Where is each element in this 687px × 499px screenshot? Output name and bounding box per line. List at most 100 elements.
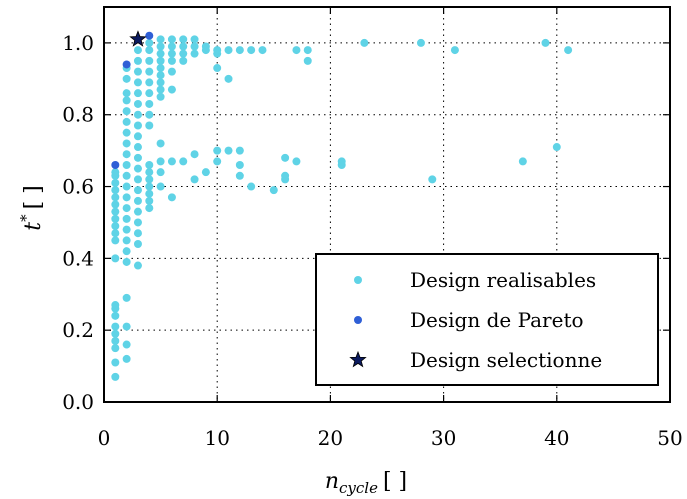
svg-text:ncycle[ ]: ncycle [ ] [325, 469, 407, 497]
realisable-design-point [156, 182, 165, 191]
realisable-design-point [281, 171, 290, 180]
realisable-design-point [201, 42, 210, 51]
x-tick-label: 20 [318, 426, 343, 450]
x-tick-label: 10 [204, 426, 229, 450]
realisable-design-point [156, 64, 165, 73]
realisable-design-point [145, 110, 154, 119]
realisable-design-point [133, 218, 142, 227]
pareto-design-point [111, 161, 120, 169]
realisable-design-point [145, 89, 154, 98]
realisable-design-point [145, 175, 154, 184]
realisable-design-point [111, 344, 120, 353]
plot-frame [103, 6, 671, 403]
realisable-design-point [145, 78, 154, 87]
data-points [111, 30, 573, 381]
realisable-design-point [133, 153, 142, 162]
realisable-design-point [156, 71, 165, 80]
realisable-design-point [122, 161, 131, 169]
legend-marker-pareto [354, 316, 362, 324]
realisable-design-point [133, 229, 142, 238]
realisable-design-point [247, 182, 256, 191]
realisable-design-point [111, 168, 120, 177]
realisable-design-point [416, 38, 425, 47]
pareto-design-point [145, 31, 154, 40]
realisable-design-point [281, 153, 290, 162]
realisable-design-point [258, 46, 267, 55]
realisable-design-point [179, 35, 188, 44]
realisable-design-point [111, 222, 120, 231]
realisable-design-point [235, 146, 244, 155]
realisable-design-point [122, 193, 131, 202]
realisable-design-point [156, 85, 165, 94]
realisable-design-point [111, 200, 120, 209]
realisable-design-point [122, 204, 131, 213]
realisable-design-point [337, 157, 346, 166]
x-axis-label: ncycle [ ] [325, 469, 407, 497]
realisable-design-point [122, 117, 131, 126]
realisable-design-point [145, 46, 154, 55]
realisable-design-point [145, 38, 154, 47]
y-tick-label: 0.2 [62, 318, 94, 342]
realisable-design-point [303, 46, 312, 55]
realisable-design-point [190, 49, 199, 58]
realisable-design-point [167, 85, 176, 94]
realisable-design-point [111, 322, 120, 331]
realisable-design-point [450, 46, 459, 55]
realisable-design-point [133, 99, 142, 108]
realisable-design-point [156, 92, 165, 101]
realisable-design-point [179, 157, 188, 166]
realisable-design-point [190, 42, 199, 51]
realisable-design-point [156, 35, 165, 44]
realisable-design-point [122, 340, 131, 349]
realisable-design-point [122, 89, 131, 98]
realisable-design-point [111, 358, 120, 367]
realisable-design-point [179, 42, 188, 51]
realisable-design-point [167, 42, 176, 51]
realisable-design-point [167, 35, 176, 44]
x-axis-label-main: n [325, 469, 339, 494]
realisable-design-point [145, 196, 154, 205]
realisable-design-point [145, 99, 154, 108]
x-axis-label-sub: cycle [339, 479, 378, 497]
realisable-design-point [541, 38, 550, 47]
x-tick-label: 0 [98, 426, 111, 450]
x-tick-label: 40 [544, 426, 569, 450]
realisable-design-point [122, 293, 131, 302]
realisable-design-point [133, 46, 142, 55]
realisable-design-point [156, 157, 165, 166]
realisable-design-point [145, 182, 154, 191]
realisable-design-point [235, 46, 244, 55]
realisable-design-point [269, 186, 278, 195]
legend-label-selected: Design selectionne [410, 348, 602, 372]
realisable-design-point [145, 204, 154, 213]
realisable-design-point [122, 139, 131, 148]
realisable-design-point [122, 247, 131, 256]
realisable-design-point [145, 168, 154, 177]
realisable-design-point [145, 121, 154, 130]
realisable-design-point [167, 193, 176, 202]
realisable-design-point [156, 168, 165, 177]
realisable-design-point [111, 254, 120, 263]
legend: Design realisables Design de Pareto Desi… [315, 253, 659, 386]
realisable-design-point [111, 336, 120, 345]
realisable-design-point [190, 175, 199, 184]
realisable-design-point [156, 49, 165, 58]
realisable-design-point [360, 38, 369, 47]
realisable-design-point [122, 150, 131, 159]
realisable-design-point [133, 110, 142, 119]
realisable-design-point [133, 261, 142, 270]
realisable-design-point [224, 74, 233, 83]
y-tick-label: 0.0 [62, 390, 94, 414]
realisable-design-point [179, 49, 188, 58]
x-tick-label: 50 [657, 426, 682, 450]
realisable-design-point [133, 78, 142, 87]
realisable-design-point [190, 150, 199, 159]
legend-marker-realisables [354, 276, 362, 284]
realisable-design-point [213, 157, 222, 166]
realisable-design-point [518, 157, 527, 166]
realisable-design-point [111, 214, 120, 223]
pareto-design-point [122, 60, 131, 69]
realisable-design-point [224, 146, 233, 155]
realisable-design-point [201, 168, 210, 177]
